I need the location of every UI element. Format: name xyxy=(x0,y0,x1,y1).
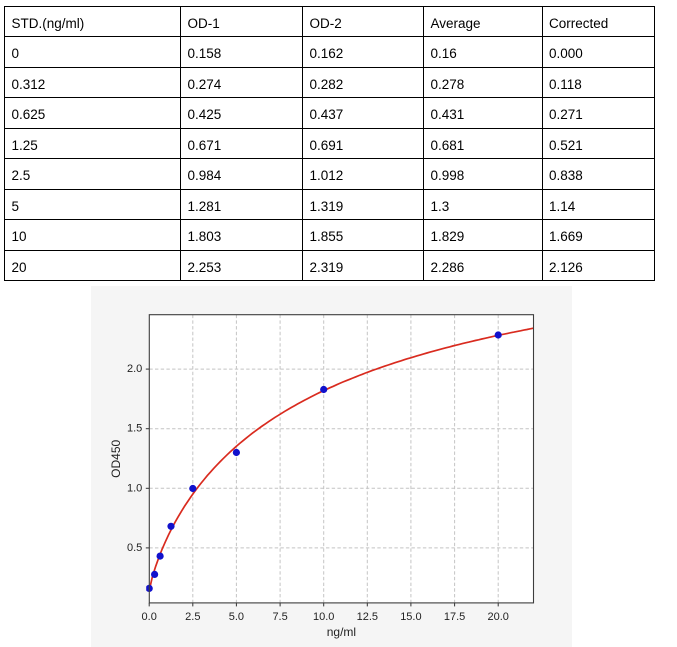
svg-text:2.5: 2.5 xyxy=(185,611,200,623)
svg-text:10.0: 10.0 xyxy=(313,611,334,623)
svg-text:ng/ml: ng/ml xyxy=(327,625,356,639)
svg-text:5.0: 5.0 xyxy=(229,611,244,623)
svg-text:2.0: 2.0 xyxy=(127,363,142,375)
svg-text:1.0: 1.0 xyxy=(127,482,142,494)
svg-text:0.0: 0.0 xyxy=(142,611,157,623)
svg-text:15.0: 15.0 xyxy=(400,611,421,623)
svg-text:12.5: 12.5 xyxy=(357,611,378,623)
svg-text:0.5: 0.5 xyxy=(127,542,142,554)
svg-text:17.5: 17.5 xyxy=(444,611,465,623)
svg-text:OD450: OD450 xyxy=(109,439,123,477)
svg-text:1.5: 1.5 xyxy=(127,423,142,435)
svg-text:7.5: 7.5 xyxy=(272,611,287,623)
svg-text:20.0: 20.0 xyxy=(487,611,508,623)
